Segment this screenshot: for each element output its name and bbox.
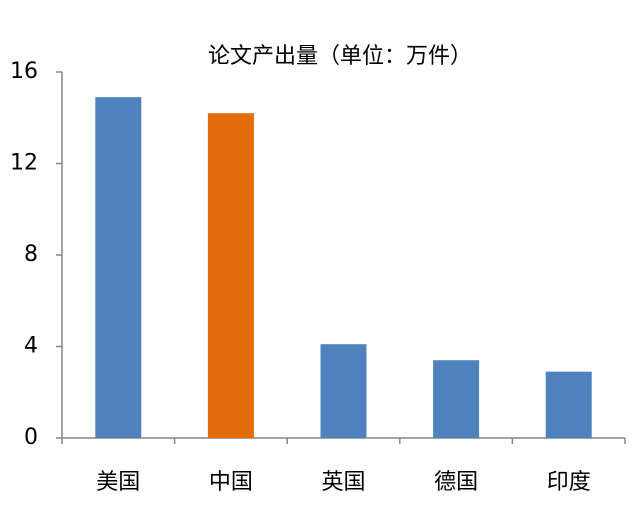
y-tick-label: 16 [10,59,38,84]
y-tick-label: 0 [24,425,38,450]
y-tick-label: 8 [24,242,38,267]
x-tick-label: 英国 [321,470,365,495]
bar [545,371,592,438]
bar [433,360,480,438]
bar [320,344,367,438]
x-tick-label: 美国 [96,470,140,495]
y-tick-label: 4 [24,334,38,359]
bar [207,113,254,439]
x-tick-label: 印度 [547,470,591,495]
y-tick-label: 12 [10,151,38,176]
x-tick-label: 中国 [209,470,253,495]
bar [95,97,142,438]
chart-title: 论文产出量（单位：万件） [208,44,472,69]
x-tick-label: 德国 [434,470,478,495]
